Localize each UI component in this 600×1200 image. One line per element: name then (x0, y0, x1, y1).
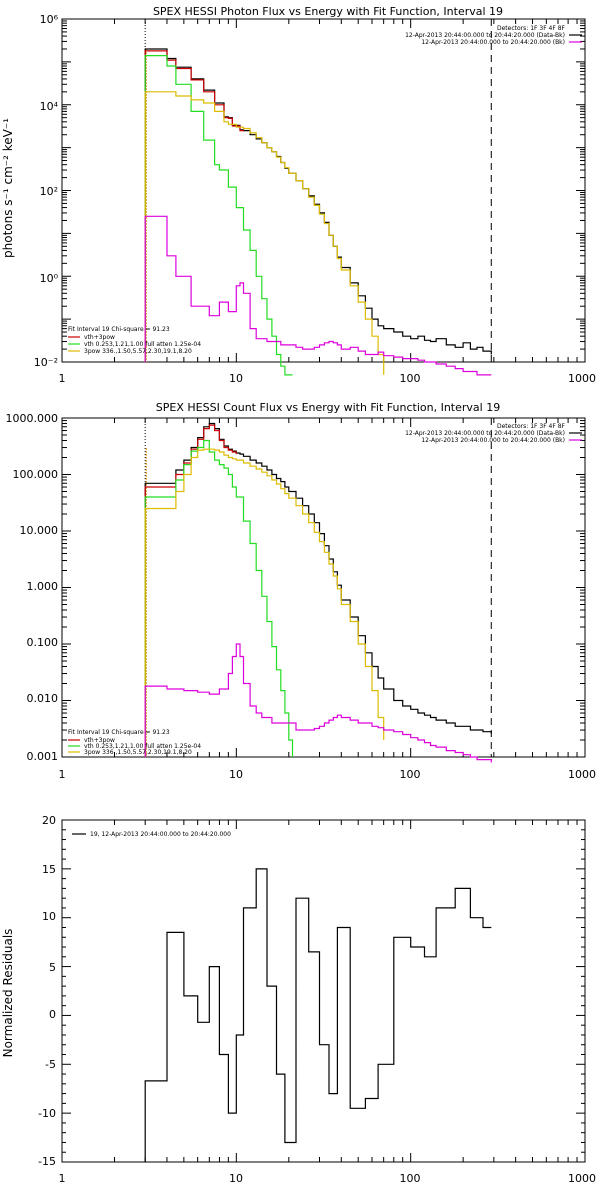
legend-fit-interval: Fit Interval 19 Chi-square = 91.23 (68, 326, 170, 333)
count-flux-panel: SPEX HESSI Count Flux vs Energy with Fit… (6, 401, 597, 781)
count-ytick-label: 1.000 (27, 580, 59, 593)
residuals-ytick-label: 10 (42, 910, 56, 923)
residuals-plot-frame (61, 819, 586, 1163)
legend-fit-interval: Fit Interval 19 Chi-square = 91.23 (68, 729, 170, 736)
legend-entry-total: vth+3pow (84, 737, 115, 744)
photon-axis-ticks (61, 18, 585, 363)
legend-entry-power: 3pow 336.,1.50,5.57,2.30,19.1,8.20 (84, 749, 192, 756)
count-xtick-label: 1 (59, 768, 66, 781)
series-line (144, 55, 293, 376)
legend-entry-bk: 12-Apr-2013 20:44:00.000 to 20:44:20.000… (421, 39, 565, 46)
residuals-ytick-label: 0 (49, 1008, 56, 1021)
count-xtick-label: 100 (400, 768, 421, 781)
series-line (144, 643, 492, 763)
photon-ytick-label: 10⁶ (40, 13, 59, 26)
legend-entry-thermal: vth 0.253,1.21,1.00 full atten 1.25e-04 (84, 743, 201, 750)
residuals-ylabel: Normalized Residuals (1, 929, 15, 1058)
count-ytick-label: 100.000 (13, 468, 59, 481)
photon-xtick-label: 1000 (568, 372, 596, 385)
series-line (144, 215, 492, 376)
residuals-axis-ticks (61, 819, 585, 1163)
count-ytick-label: 0.010 (27, 692, 59, 705)
residuals-panel: Normalized Residuals 20 15 10 5 0 -5 -10… (1, 814, 596, 1185)
photon-ylabel: photons s⁻¹ cm⁻² keV⁻¹ (1, 118, 15, 258)
residuals-ytick-label: -10 (38, 1107, 56, 1120)
series-line (144, 439, 294, 757)
series-line (144, 448, 385, 757)
series-line (144, 424, 237, 757)
legend-entry-data: 12-Apr-2013 20:44:00.000 to 20:44:20.000… (405, 430, 565, 437)
legend-entry-power: 3pow 336.,1.50,5.57,2.30,19.1,8.20 (84, 348, 192, 355)
residuals-ytick-label: 5 (49, 961, 56, 974)
legend-detectors: Detectors: 1F 3F 4F 8F (497, 423, 566, 430)
residuals-xtick-label: 1000 (568, 1172, 596, 1185)
photon-xtick-label: 10 (229, 372, 243, 385)
legend-entry-data: 12-Apr-2013 20:44:00.000 to 20:44:20.000… (405, 32, 565, 39)
count-ytick-label: 0.001 (27, 750, 59, 763)
count-axis-ticks (61, 417, 585, 758)
series-line (144, 50, 245, 362)
photon-ytick-label: 10⁰ (40, 272, 59, 285)
count-series-group (144, 418, 492, 763)
photon-legend-right: Detectors: 1F 3F 4F 8F 12-Apr-2013 20:44… (405, 25, 582, 46)
count-xtick-label: 1000 (568, 768, 596, 781)
photon-chart-title: SPEX HESSI Photon Flux vs Energy with Fi… (153, 5, 503, 18)
count-ytick-label: 1000.000 (6, 412, 59, 425)
photon-xtick-label: 100 (400, 372, 421, 385)
legend-detectors: Detectors: 1F 3F 4F 8F (497, 25, 566, 32)
series-line (144, 91, 385, 375)
series-line (144, 422, 492, 757)
count-ytick-label: 10.000 (20, 524, 59, 537)
photon-ytick-label: 10² (40, 185, 58, 198)
series-line (144, 868, 492, 1162)
residuals-series-group (144, 868, 492, 1162)
count-ytick-label: 0.100 (27, 636, 59, 649)
legend-entry-thermal: vth 0.253,1.21,1.00 full atten 1.25e-04 (84, 341, 201, 348)
legend-entry-total: vth+3pow (84, 334, 115, 341)
photon-ytick-label: 10⁴ (40, 100, 59, 113)
count-legend-right: Detectors: 1F 3F 4F 8F 12-Apr-2013 20:44… (405, 423, 582, 444)
residuals-ytick-label: -5 (45, 1058, 56, 1071)
residuals-ytick-label: 15 (42, 863, 56, 876)
photon-xtick-label: 1 (59, 372, 66, 385)
count-chart-title: SPEX HESSI Count Flux vs Energy with Fit… (156, 401, 500, 414)
residuals-xtick-label: 1 (59, 1172, 66, 1185)
photon-plot-frame (61, 18, 586, 363)
count-plot-frame (61, 417, 586, 758)
count-xtick-label: 10 (229, 768, 243, 781)
count-legend-left: Fit Interval 19 Chi-square = 91.23 vth+3… (68, 729, 201, 756)
legend-entry-bk: 12-Apr-2013 20:44:00.000 to 20:44:20.000… (421, 437, 565, 444)
residuals-xtick-label: 100 (400, 1172, 421, 1185)
photon-series-group (144, 19, 492, 376)
photon-legend-left: Fit Interval 19 Chi-square = 91.23 vth+3… (68, 326, 201, 355)
photon-flux-panel: SPEX HESSI Photon Flux vs Energy with Fi… (1, 5, 596, 385)
residuals-xtick-label: 10 (229, 1172, 243, 1185)
residuals-ytick-label: 20 (42, 814, 56, 827)
photon-ytick-label: 10⁻² (34, 356, 58, 369)
residuals-legend-entry: 19, 12-Apr-2013 20:44:00.000 to 20:44:20… (90, 831, 231, 838)
residuals-ytick-label: -15 (38, 1155, 56, 1168)
